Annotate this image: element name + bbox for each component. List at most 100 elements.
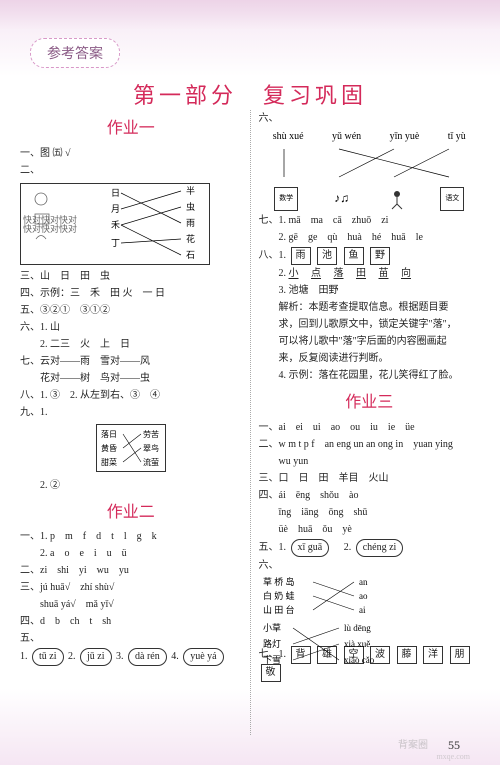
svg-text:下雪: 下雪 (263, 655, 281, 665)
underline-char: 点 (311, 268, 321, 279)
boxed-char: 藤 (397, 646, 417, 664)
text-line: 解析：本题考查提取信息。根据题目要 (259, 300, 481, 316)
text-line: 二、w m t p f an eng un an ong in yuan yin… (259, 437, 481, 453)
text-line: 三、口 日 田 羊目 火山 (259, 471, 481, 487)
svg-text:路灯: 路灯 (263, 638, 281, 649)
svg-text:流萤: 流萤 (143, 457, 159, 467)
text-line: 九、1. (20, 405, 242, 421)
svg-text:月: 月 (111, 204, 120, 214)
svg-text:ao: ao (359, 591, 368, 601)
right-column: 六、 shù xué yǔ wén yīn yuè tǐ yù 数学 ♪♫ 语文… (259, 110, 481, 735)
underline-answers-row: 2. 小 点 落 田 苗 向 (259, 266, 481, 282)
matching-box-2: 落日 黄昏 甜菜 劳苦 翠鸟 流萤 (96, 424, 166, 472)
chinese-icon: 语文 (440, 187, 464, 211)
text-line: 六、 (259, 558, 481, 574)
text-line: 七、云对——雨 雪对——风 (20, 354, 242, 370)
sport-icon (385, 187, 409, 211)
underline-char: 小 (289, 268, 299, 279)
underline-char: 向 (401, 268, 411, 279)
boxed-char: 鱼 (344, 247, 364, 265)
svg-text:丁: 丁 (111, 238, 120, 248)
boxed-char: 雨 (291, 247, 311, 265)
text-line: 一、ai ei ui ao ou iu ie üe (259, 420, 481, 436)
main-title: 第一部分 复习巩固 (0, 78, 500, 110)
svg-text:落日: 落日 (101, 429, 117, 439)
text-line: 可以将儿歌中"落"字后面的内容圈画起 (259, 334, 481, 350)
svg-text:小草: 小草 (263, 622, 281, 633)
homework2-title: 作业二 (20, 500, 242, 526)
svg-text:lù dēng: lù dēng (344, 623, 371, 633)
text-line: 3. 池塘 田野 (259, 283, 481, 299)
header-decoration (0, 0, 500, 30)
text-line: 五、 (20, 631, 242, 647)
boxed-char: 朋 (450, 646, 470, 664)
text-line: 一、1. p m f d t l g k (20, 529, 242, 545)
svg-text:日: 日 (111, 188, 120, 198)
underline-char: 苗 (379, 268, 389, 279)
oval-answer: dà rén (128, 648, 167, 666)
text-line: üè huā ǒu yè (259, 522, 481, 538)
text-line: 七、1. mā ma cā zhuō zi (259, 213, 481, 229)
text-line: 一、图 ㈤ √ (20, 146, 242, 162)
text-line: 二、zi shi yi wu yu (20, 563, 242, 579)
text-line: 六、1. 山 (20, 320, 242, 336)
underline-char: 落 (334, 268, 344, 279)
pinyin-item: yǔ wén (332, 129, 361, 145)
match-lines-svg: 落日 黄昏 甜菜 劳苦 翠鸟 流萤 (99, 427, 165, 471)
text-line: 2. 二三 火 上 日 (20, 337, 242, 353)
text-line: 2. a o e i u ü (20, 546, 242, 562)
pinyin-item: yīn yuè (390, 129, 420, 145)
svg-text:黄昏: 黄昏 (101, 443, 117, 453)
column-divider (250, 110, 251, 735)
matching-box-2-wrap: 落日 黄昏 甜菜 劳苦 翠鸟 流萤 (20, 422, 242, 477)
text-line: 四、ái ēng shǒu ào (259, 488, 481, 504)
answer-badge: 参考答案 (30, 38, 120, 68)
match-lines-svg: 日 月 禾 丁 半 虫 雨 花 石 (21, 184, 209, 264)
text-line: 五、③②① ③①② (20, 303, 242, 319)
match-lines-svg: 草 桥 岛 白 奶 蛙 山 田 台 an ao ai 小草 路灯 下雪 lù d… (259, 575, 399, 671)
boxed-answers-row: 八、1. 雨 池 鱼 野 (259, 247, 481, 265)
boxed-char: 池 (317, 247, 337, 265)
svg-text:an: an (359, 577, 368, 587)
pinyin-row: shù xué yǔ wén yīn yuè tǐ yù (259, 129, 481, 145)
content-columns: 作业一 一、图 ㈤ √ 二、 快对快对快对 快对快对快对 日 月 禾 丁 半 虫… (20, 110, 480, 735)
text-line: 求，回到儿歌原文中，锁定关键字"落"， (259, 317, 481, 333)
left-column: 作业一 一、图 ㈤ √ 二、 快对快对快对 快对快对快对 日 月 禾 丁 半 虫… (20, 110, 242, 735)
text-line: 2. ② (20, 478, 242, 494)
svg-text:xià xuě: xià xuě (344, 639, 370, 649)
footer-url: mxqe.com (436, 752, 470, 761)
svg-text:半: 半 (186, 185, 195, 196)
text-line: 三、山 日 田 虫 (20, 269, 242, 285)
svg-text:禾: 禾 (111, 220, 120, 230)
text-line: 2. gē ge qù huà hé huā le (259, 230, 481, 246)
homework3-title: 作业三 (259, 390, 481, 416)
svg-text:白 奶 蛙: 白 奶 蛙 (263, 590, 295, 601)
subject-icon-row: 数学 ♪♫ 语文 (259, 187, 481, 211)
text-line: 六、 (259, 111, 481, 127)
text-line: 来，反复阅读进行判断。 (259, 351, 481, 367)
svg-text:虫: 虫 (186, 201, 195, 212)
oval-answer: yuè yá (183, 648, 223, 666)
matching-box-3: 草 桥 岛 白 奶 蛙 山 田 台 an ao ai 小草 路灯 下雪 lù d… (259, 575, 399, 645)
text-line: 花对——树 鸟对——虫 (20, 371, 242, 387)
text-line: wu yun (259, 454, 481, 470)
oval-answer: chéng zi (356, 539, 404, 557)
boxed-char: 野 (370, 247, 390, 265)
svg-text:山 田 台: 山 田 台 (263, 604, 295, 615)
oval-answer: jū zi (80, 648, 112, 666)
svg-text:石: 石 (186, 250, 195, 260)
math-icon: 数学 (274, 187, 298, 211)
svg-text:翠鸟: 翠鸟 (143, 443, 159, 453)
oval-answers-row: 五、1. xī guā 2. chéng zi (259, 539, 481, 557)
text-line: īng iāng ōng shū (259, 505, 481, 521)
page-number: 55 (448, 738, 460, 753)
pinyin-item: tǐ yù (448, 129, 466, 145)
answer-ovals-row: 1. tū zi 2. jū zi 3. dà rén 4. yuè yá (20, 648, 242, 666)
svg-text:xiǎo cǎo: xiǎo cǎo (344, 655, 375, 665)
boxed-char: 洋 (423, 646, 443, 664)
svg-text:雨: 雨 (186, 218, 195, 228)
music-icon: ♪♫ (330, 187, 354, 211)
text-line: 四、示例：三 禾 田 火 一 日 (20, 286, 242, 302)
pinyin-item: shù xué (273, 129, 304, 145)
cross-match-svg (259, 147, 469, 179)
